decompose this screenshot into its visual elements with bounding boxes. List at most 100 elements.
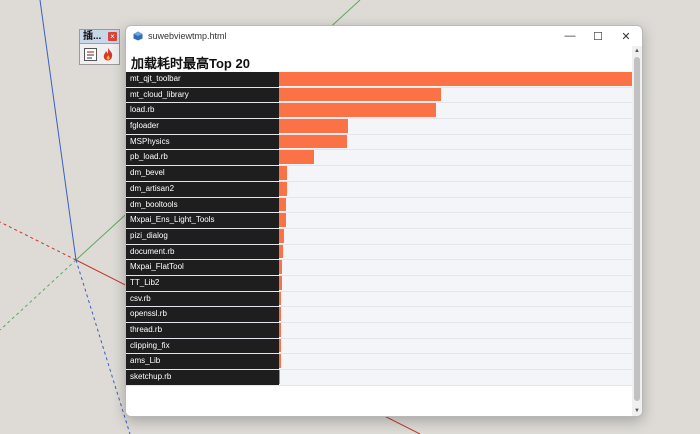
bar-label-cell: Mxpai_FlatTool xyxy=(126,260,279,275)
bar-track xyxy=(279,338,632,354)
bar-label: pizi_dialog xyxy=(130,230,168,240)
bar xyxy=(279,150,315,165)
bar-track xyxy=(279,197,632,213)
bar-row: pizi_dialog xyxy=(126,228,632,245)
bar-track xyxy=(279,323,632,338)
bar-label: dm_booltools xyxy=(130,199,178,209)
page-title: 加载耗时最高Top 20 xyxy=(131,56,250,71)
load-time-bar-chart: mt_qjt_toolbar mt_cloud_library load.rb fgl… xyxy=(126,72,632,386)
bar-track xyxy=(279,72,632,87)
bar-label: Mxpai_Ens_Light_Tools xyxy=(130,215,215,225)
bar-label-cell: pizi_dialog xyxy=(126,228,279,244)
bar-label: document.rb xyxy=(130,246,175,256)
bar xyxy=(279,213,286,227)
bar-track xyxy=(279,213,632,228)
scrollbar-thumb[interactable] xyxy=(634,57,640,401)
minimize-button[interactable]: — xyxy=(564,30,576,42)
plugin-toolbar-titlebar[interactable]: 插... × xyxy=(80,30,119,44)
bar-label-cell: MSPhysics xyxy=(126,134,279,150)
bar-label: Mxpai_FlatTool xyxy=(130,262,184,272)
bar-row: mt_cloud_library xyxy=(126,87,632,104)
bar-label-cell: load.rb xyxy=(126,103,279,119)
bar xyxy=(279,166,288,180)
bar-row: load.rb xyxy=(126,103,632,120)
bar-label: dm_bevel xyxy=(130,168,165,178)
bar xyxy=(279,323,282,337)
bar-label: MSPhysics xyxy=(130,136,170,146)
bar-track xyxy=(279,134,632,150)
bar-label: thread.rb xyxy=(130,325,163,334)
bar-row: Mxpai_FlatTool xyxy=(126,260,632,276)
bar-track xyxy=(279,370,632,385)
dialog-content[interactable]: 加载耗时最高Top 20 mt_qjt_toolbar mt_cloud_libr… xyxy=(126,46,632,416)
bar-label: pb_load.rb xyxy=(130,152,168,162)
bar-label: mt_cloud_library xyxy=(130,89,189,99)
bar-row: dm_artisan2 xyxy=(126,181,632,198)
bar-label-cell: mt_cloud_library xyxy=(126,87,279,103)
bar-track xyxy=(279,119,632,134)
bar-label-cell: thread.rb xyxy=(126,323,279,338)
bar xyxy=(279,134,348,149)
bar-label-cell: dm_artisan2 xyxy=(126,181,279,197)
bar-row: dm_booltools xyxy=(126,197,632,214)
bar-row: document.rb xyxy=(126,244,632,261)
bar-track xyxy=(279,275,632,291)
bar-row: pb_load.rb xyxy=(126,150,632,167)
webview-dialog-window: suwebviewtmp.html — ☐ ✕ 加载耗时最高Top 20 mt_… xyxy=(125,25,643,417)
bar-row: MSPhysics xyxy=(126,134,632,151)
bar-label-cell: fgloader xyxy=(126,119,279,134)
bar-label-cell: document.rb xyxy=(126,244,279,260)
bar-row: openssl.rb xyxy=(126,307,632,323)
bar xyxy=(279,197,287,212)
flame-icon[interactable] xyxy=(101,47,115,61)
bar-label: load.rb xyxy=(130,105,155,115)
bar-row: TT_Lib2 xyxy=(126,275,632,292)
plugin-toolbar-title: 插... xyxy=(83,31,102,42)
bar xyxy=(279,103,437,118)
bar-label-cell: ams_Lib xyxy=(126,354,279,370)
vertical-scrollbar[interactable]: ▲ ▼ xyxy=(632,46,642,416)
bar-track xyxy=(279,103,632,118)
bar-track xyxy=(279,307,632,322)
document-list-icon[interactable] xyxy=(84,48,97,61)
bar xyxy=(279,338,281,353)
bar-label-cell: openssl.rb xyxy=(126,307,279,322)
bar-track xyxy=(279,354,632,369)
bar-label: fgloader xyxy=(130,121,159,131)
maximize-button[interactable]: ☐ xyxy=(593,30,603,43)
plugin-toolbar-close-button[interactable]: × xyxy=(108,32,117,41)
sketchup-app-icon xyxy=(133,31,143,41)
bar xyxy=(279,228,284,243)
scroll-up-arrow-icon[interactable]: ▲ xyxy=(634,48,640,54)
scroll-down-arrow-icon[interactable]: ▼ xyxy=(634,408,640,414)
bar-label-cell: pb_load.rb xyxy=(126,150,279,166)
bar-row: dm_bevel xyxy=(126,166,632,182)
bar-row: Mxpai_Ens_Light_Tools xyxy=(126,213,632,229)
bar xyxy=(279,291,282,306)
bar-track xyxy=(279,291,632,307)
dialog-titlebar[interactable]: suwebviewtmp.html — ☐ ✕ xyxy=(126,26,642,46)
bar-label-cell: TT_Lib2 xyxy=(126,275,279,291)
close-button[interactable]: ✕ xyxy=(621,30,631,43)
bar-track xyxy=(279,260,632,275)
bar xyxy=(279,260,283,274)
bar-label: csv.rb xyxy=(130,293,151,303)
bar-track xyxy=(279,87,632,103)
bar-label-cell: dm_bevel xyxy=(126,166,279,181)
bar-label: TT_Lib2 xyxy=(130,277,160,287)
bar-track xyxy=(279,181,632,197)
bar-label-cell: mt_qjt_toolbar xyxy=(126,72,279,87)
bar xyxy=(279,307,282,321)
bar xyxy=(279,275,282,290)
bar-label: dm_artisan2 xyxy=(130,183,175,193)
bar-row: csv.rb xyxy=(126,291,632,308)
bar-label: clipping_fix xyxy=(130,340,170,350)
bar xyxy=(279,72,632,86)
bar-label-cell: csv.rb xyxy=(126,291,279,307)
bar-label: openssl.rb xyxy=(130,309,167,319)
bar-row: ams_Lib xyxy=(126,354,632,371)
bar-label-cell: dm_booltools xyxy=(126,197,279,213)
bar xyxy=(279,87,442,102)
bar xyxy=(279,370,281,384)
